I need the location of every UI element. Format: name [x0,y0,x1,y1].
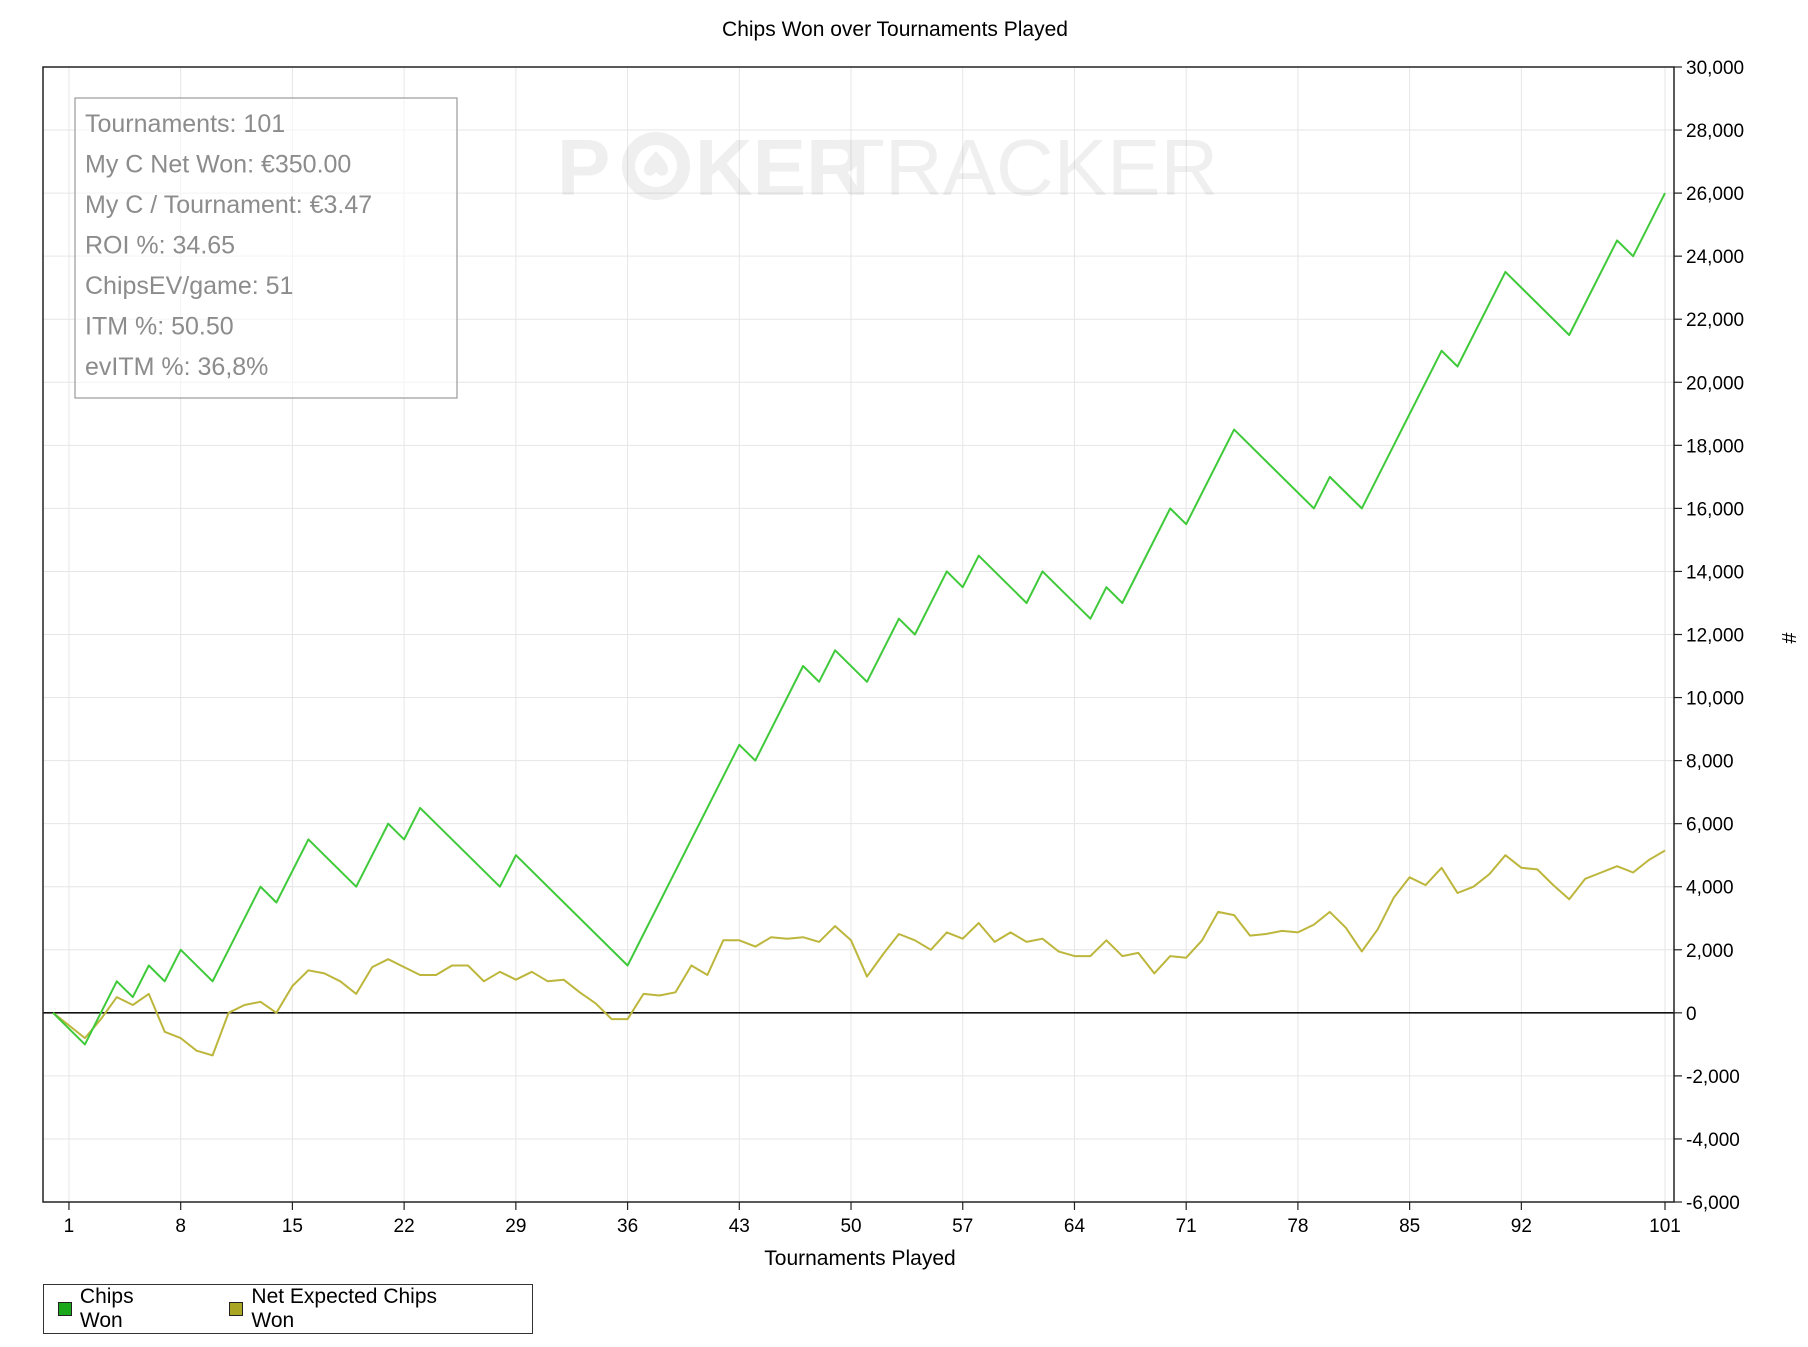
y-tick-label: 16,000 [1686,499,1744,520]
y-tick-label: 12,000 [1686,626,1744,647]
y-tick-label: 30,000 [1686,58,1744,79]
series-layer [52,192,1666,1057]
legend-item-net-expected: Net Expected Chips Won [229,1285,484,1333]
legend-item-chips-won: Chips Won [58,1285,181,1333]
y-tick-label: 22,000 [1686,310,1744,331]
y-tick-label: -6,000 [1686,1193,1740,1214]
x-axis-label: Tournaments Played [764,1247,955,1270]
x-tick-label: 43 [729,1216,750,1237]
x-tick-label: 64 [1064,1216,1086,1237]
x-axis: 1 8 15 22 29 36 43 50 57 64 71 78 85 92 101 [64,1202,1681,1237]
x-tick-label: 8 [175,1216,186,1237]
y-tick-label: 18,000 [1686,436,1744,457]
watermark-text-3: TRACKER [836,123,1218,212]
series-line-chips-won [52,192,1666,1046]
x-tick-label: 15 [282,1216,303,1237]
y-tick-label: 6,000 [1686,815,1734,836]
y-tick-label: 26,000 [1686,184,1744,205]
y-tick-label: 14,000 [1686,562,1744,583]
stats-box: Tournaments: 101 My C Net Won: €350.00 My … [74,97,458,399]
chart-title: Chips Won over Tournaments Played [722,18,1068,41]
y-tick-label: 20,000 [1686,373,1744,394]
y-tick-label: -2,000 [1686,1067,1740,1088]
watermark-text-2: KER [695,123,864,212]
x-tick-label: 57 [952,1216,973,1237]
stats-line: evITM %: 36,8% [85,353,268,381]
legend-swatch-net-expected [229,1302,244,1316]
y-tick-label: 28,000 [1686,121,1744,142]
x-tick-label: 71 [1176,1216,1197,1237]
y-tick-label: 2,000 [1686,941,1734,962]
x-tick-label: 78 [1287,1216,1308,1237]
spade-chip-icon [622,132,690,200]
x-tick-label: 85 [1399,1216,1420,1237]
stats-line: Tournaments: 101 [85,110,285,138]
series-line-net-expected-chips-won [52,849,1666,1057]
y-tick-label: 0 [1686,1004,1697,1025]
stats-box-frame [74,97,458,399]
legend-label-chips-won: Chips Won [79,1285,134,1332]
x-tick-label: 22 [394,1216,415,1237]
legend-swatch-chips-won [58,1302,72,1316]
x-tick-label: 29 [505,1216,526,1237]
stats-line: ITM %: 50.50 [85,313,234,341]
y-tick-label: 10,000 [1686,689,1744,710]
x-tick-label: 50 [840,1216,861,1237]
y-tick-label: 4,000 [1686,878,1734,899]
y-axis: -6,000 -4,000 -2,000 0 2,000 4,000 6,000 8,000 1… [1674,58,1744,1214]
legend-label-net-expected: Net Expected Chips Won [251,1285,438,1332]
stats-line: ChipsEV/game: 51 [85,272,293,300]
x-tick-label: 36 [617,1216,638,1237]
watermark-text-1: P [557,123,610,212]
legend: Chips Won Net Expected Chips Won [43,1284,533,1334]
pokertracker-watermark: P KER TRACKER [557,123,1218,212]
stats-line: My C Net Won: €350.00 [85,151,351,179]
stats-line: My C / Tournament: €3.47 [85,191,372,219]
x-tick-label: 92 [1511,1216,1532,1237]
stats-line: ROI %: 34.65 [85,232,235,260]
y-tick-label: -4,000 [1686,1130,1740,1151]
y-tick-label: 8,000 [1686,752,1734,773]
x-tick-label: 101 [1649,1216,1681,1237]
y-axis-label: # [1777,632,1799,644]
y-tick-label: 24,000 [1686,247,1744,268]
x-tick-label: 1 [64,1216,75,1237]
